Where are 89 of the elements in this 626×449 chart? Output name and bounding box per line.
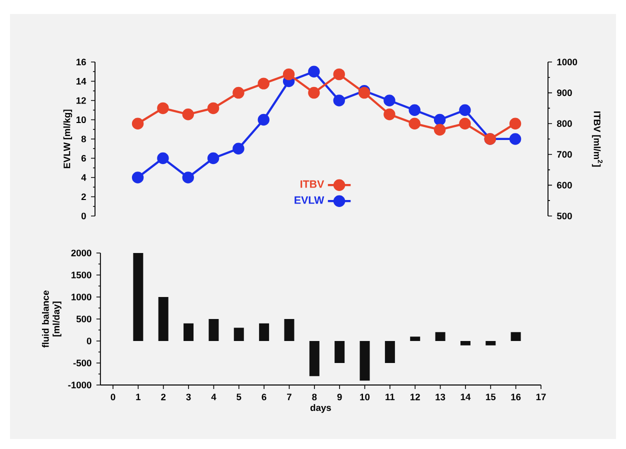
point bbox=[258, 78, 270, 90]
legend-label: ITBV bbox=[300, 180, 324, 188]
y-tick-label: 2 bbox=[81, 193, 86, 200]
x-tick-label: 2 bbox=[161, 394, 166, 400]
point bbox=[182, 172, 194, 184]
point bbox=[258, 114, 270, 126]
point bbox=[434, 114, 446, 126]
bar bbox=[334, 340, 345, 363]
point bbox=[207, 152, 220, 164]
x-tick-label: 8 bbox=[312, 394, 317, 400]
bar bbox=[360, 340, 370, 381]
point bbox=[182, 108, 194, 120]
y-tick-label: 14 bbox=[76, 78, 86, 84]
x-tick-label: 0 bbox=[110, 394, 116, 400]
y-tick-label: -500 bbox=[73, 360, 92, 366]
point bbox=[157, 102, 169, 114]
bar bbox=[460, 340, 470, 346]
bar bbox=[158, 296, 168, 341]
x-tick-label: 7 bbox=[287, 394, 292, 400]
bar bbox=[486, 340, 496, 346]
point bbox=[434, 124, 446, 136]
y-tick-label: 1000 bbox=[72, 294, 92, 300]
point bbox=[333, 94, 345, 106]
point bbox=[232, 86, 244, 99]
y-tick-label: 0 bbox=[81, 212, 86, 220]
y-tick-label: 16 bbox=[76, 58, 86, 66]
x-tick-label: 15 bbox=[486, 394, 496, 400]
y-axis-title: fluid balance [ml/day] bbox=[42, 290, 62, 348]
point bbox=[308, 66, 320, 78]
y-tick-label: -1000 bbox=[68, 382, 92, 388]
bar bbox=[284, 318, 294, 341]
y-tick-label: 4 bbox=[81, 174, 86, 181]
point bbox=[132, 172, 144, 184]
y-axis-title: EVLW [ml/kg] bbox=[63, 110, 72, 168]
x-tick-label: 17 bbox=[536, 394, 546, 400]
bar bbox=[384, 340, 395, 363]
point bbox=[509, 118, 522, 130]
y2-tick-label: 1000 bbox=[557, 58, 578, 66]
x-tick-label: 13 bbox=[436, 394, 446, 400]
y-tick-label: 8 bbox=[81, 136, 86, 142]
y2-axis-title: ITBV [ml/m$^{2}$] bbox=[592, 112, 603, 167]
point bbox=[157, 152, 169, 164]
bar bbox=[410, 336, 420, 341]
x-tick-label: 16 bbox=[511, 394, 521, 400]
x-tick-label: 10 bbox=[360, 394, 370, 400]
y-tick-label: 1500 bbox=[72, 272, 92, 278]
bar bbox=[259, 323, 270, 341]
x-tick-label: 12 bbox=[410, 394, 420, 400]
x-tick-label: 5 bbox=[236, 394, 242, 400]
x-axis-title: days bbox=[310, 404, 331, 413]
x-tick-label: 14 bbox=[460, 394, 471, 400]
point bbox=[408, 118, 420, 130]
point bbox=[232, 142, 244, 154]
bar bbox=[309, 340, 320, 376]
y2-tick-label: 500 bbox=[557, 212, 572, 220]
x-tick-label: 1 bbox=[136, 394, 141, 400]
y-tick-label: 500 bbox=[76, 316, 92, 322]
bar bbox=[510, 332, 521, 341]
y2-tick-label: 900 bbox=[557, 90, 572, 96]
x-tick-label: 4 bbox=[211, 394, 216, 400]
y2-tick-label: 700 bbox=[557, 151, 572, 158]
x-tick-label: 3 bbox=[186, 394, 191, 400]
y2-tick-label: 600 bbox=[557, 182, 572, 188]
y-tick-label: 2000 bbox=[71, 250, 92, 256]
point bbox=[384, 94, 396, 106]
x-tick-label: 11 bbox=[386, 394, 395, 400]
point bbox=[282, 68, 295, 80]
point bbox=[459, 118, 471, 130]
x-tick-label: 9 bbox=[337, 394, 342, 400]
y-tick-label: 12 bbox=[76, 97, 86, 104]
point bbox=[333, 68, 345, 80]
bar bbox=[133, 252, 144, 341]
bar bbox=[435, 332, 446, 341]
bar bbox=[184, 323, 194, 341]
point bbox=[509, 133, 522, 145]
point bbox=[207, 102, 220, 114]
y-tick-label: 10 bbox=[76, 116, 86, 124]
x-tick-label: 6 bbox=[262, 394, 266, 400]
point bbox=[408, 104, 420, 116]
point bbox=[132, 118, 144, 130]
point bbox=[459, 104, 471, 116]
point bbox=[384, 108, 396, 120]
bar bbox=[234, 328, 244, 341]
point bbox=[308, 86, 320, 99]
y-tick-label: 6 bbox=[81, 154, 86, 162]
bar bbox=[208, 318, 219, 341]
y2-tick-label: 800 bbox=[557, 120, 572, 127]
legend-label: EVLW bbox=[294, 196, 324, 204]
y-tick-label: 0 bbox=[86, 338, 92, 344]
